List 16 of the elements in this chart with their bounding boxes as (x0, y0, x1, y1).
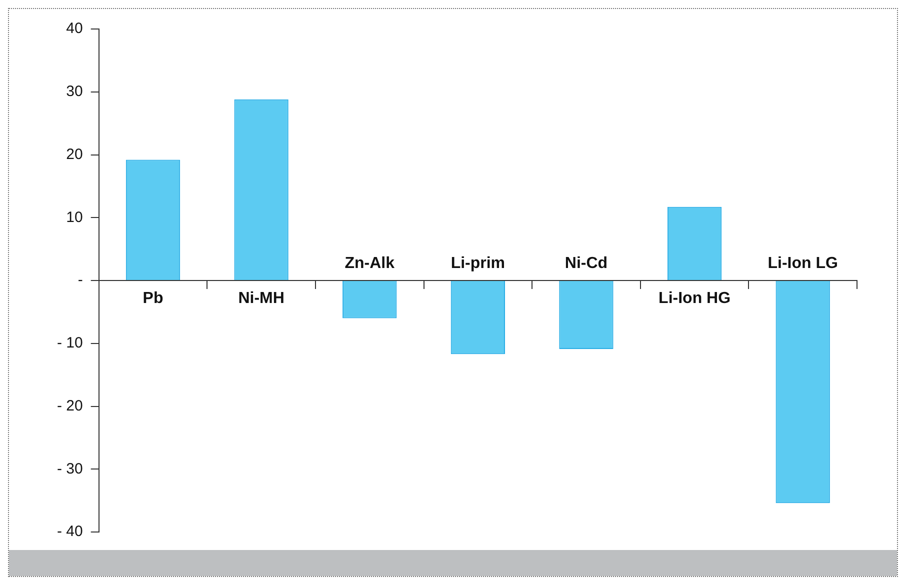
y-tick-label: - 10 (56, 334, 83, 352)
y-tick-label: - 20 (56, 397, 83, 414)
y-tick-label: 30 (66, 83, 83, 100)
y-tick-label: 40 (66, 20, 83, 38)
x-tick-label: Li-prim (450, 254, 506, 272)
x-tick-label: Ni-MH (238, 290, 284, 307)
y-tick-label: - 40 (56, 523, 83, 540)
x-tick-label: Zn-Alk (344, 254, 395, 272)
y-tick-label: - 30 (56, 460, 83, 478)
x-tick-label: Pb (142, 290, 164, 307)
x-tick-label: Ni-Cd (564, 254, 608, 272)
y-tick-label: 20 (66, 146, 83, 163)
x-tick-label: Li-Ion LG (768, 254, 838, 272)
y-tick-label: 10 (66, 208, 83, 226)
y-tick-label: - (78, 272, 83, 289)
x-tick-label: Li-Ion HG (658, 290, 731, 307)
